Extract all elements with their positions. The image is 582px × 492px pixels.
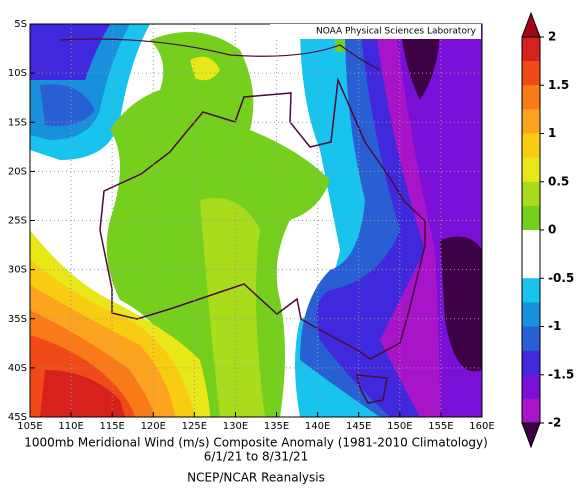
colorbar-label: -1 xyxy=(548,319,561,333)
lat-label: 30S xyxy=(8,265,27,276)
colorbar-band xyxy=(522,230,540,255)
colorbar-band xyxy=(522,205,540,231)
colorbar-band xyxy=(522,350,540,376)
lat-label: 5S xyxy=(14,19,27,30)
lat-label: 25S xyxy=(8,216,27,227)
grid xyxy=(29,23,483,418)
lon-label: 125E xyxy=(182,421,207,432)
lon-label: 115E xyxy=(99,421,124,432)
colorbar-under xyxy=(521,422,541,449)
colorbar-band xyxy=(522,157,540,183)
colorbar-label: -1.5 xyxy=(548,367,574,381)
colorbar-band xyxy=(522,109,540,134)
colorbar-band xyxy=(522,61,540,86)
colorbar-label: 1 xyxy=(548,126,556,140)
colorbar-band xyxy=(522,37,540,62)
lat-label: 45S xyxy=(8,412,27,423)
colorbar-band xyxy=(522,133,540,158)
lon-label: 120E xyxy=(141,421,166,432)
colorbar-band xyxy=(522,374,540,400)
title: 1000mb Meridional Wind (m/s) Composite A… xyxy=(24,436,488,450)
colorbar-band xyxy=(522,278,540,303)
source: NCEP/NCAR Reanalysis xyxy=(187,471,325,485)
lon-label: 130E xyxy=(223,421,248,432)
colorbar-band xyxy=(522,85,540,110)
colorbar-label: 0.5 xyxy=(548,174,569,188)
colorbar-label: -2 xyxy=(548,416,561,430)
plot-frame xyxy=(29,23,483,418)
lon-label: 145E xyxy=(346,421,371,432)
lon-label: 160E xyxy=(469,421,494,432)
colorbar-band xyxy=(522,302,540,327)
colorbar: 2 1.5 1 0.5 0 -0.5 -1 -1.5 -2 xyxy=(521,11,574,449)
colorbar-label: 1.5 xyxy=(548,78,569,92)
colorbar-label: 2 xyxy=(548,30,556,44)
lon-label: 110E xyxy=(58,421,83,432)
lon-label: 150E xyxy=(387,421,412,432)
colorbar-band xyxy=(522,181,540,207)
colorbar-band xyxy=(522,398,540,424)
colorbar-label: 0 xyxy=(548,223,556,237)
colorbar-band xyxy=(522,326,540,351)
lon-label: 105E xyxy=(17,421,42,432)
lon-label: 155E xyxy=(428,421,453,432)
credit: NOAA Physical Sciences Laboratory xyxy=(316,27,477,37)
colorbar-label: -0.5 xyxy=(548,271,574,285)
dates: 6/1/21 to 8/31/21 xyxy=(204,450,309,464)
lon-label: 140E xyxy=(305,421,330,432)
lon-label: 135E xyxy=(264,421,289,432)
lat-label: 15S xyxy=(8,117,27,128)
lat-label: 35S xyxy=(8,314,27,325)
colorbar-band xyxy=(522,254,540,279)
lat-label: 40S xyxy=(8,363,27,374)
lat-label: 10S xyxy=(8,68,27,79)
credit-box xyxy=(270,24,481,39)
colorbar-over xyxy=(521,11,541,38)
lat-label: 20S xyxy=(8,166,27,177)
